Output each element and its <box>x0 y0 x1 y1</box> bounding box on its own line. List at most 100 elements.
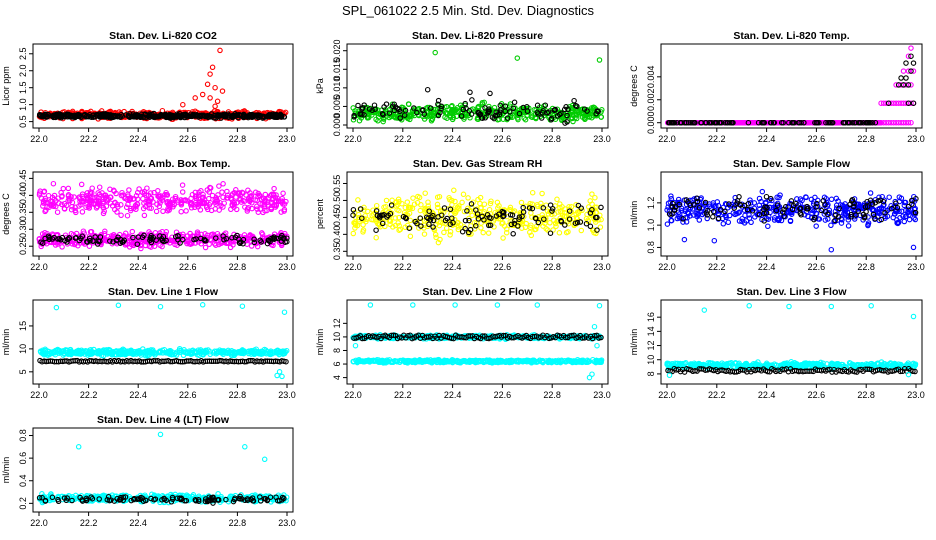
data-point <box>176 113 183 119</box>
data-point <box>421 222 427 229</box>
data-point <box>891 211 898 217</box>
data-point <box>912 209 919 216</box>
data-point <box>232 112 238 119</box>
data-point <box>449 197 455 204</box>
data-point <box>557 201 563 207</box>
data-points <box>37 302 290 380</box>
data-point <box>117 236 124 243</box>
y-axis-label: degrees C <box>629 65 639 107</box>
data-point <box>684 209 691 216</box>
data-point <box>426 221 432 228</box>
data-point <box>680 216 686 222</box>
data-point <box>561 106 568 113</box>
data-point <box>193 195 200 202</box>
data-point <box>578 227 585 234</box>
data-point <box>258 239 264 245</box>
data-point <box>547 202 554 208</box>
data-point <box>906 216 913 223</box>
data-point <box>134 241 141 247</box>
data-point <box>193 236 199 242</box>
data-point <box>771 215 778 221</box>
y-tick-label: 0.015 <box>332 58 342 81</box>
data-point <box>447 232 453 238</box>
data-point <box>875 206 881 213</box>
data-point <box>268 206 275 213</box>
data-point <box>494 112 500 118</box>
data-point <box>820 198 827 204</box>
data-point <box>540 223 546 229</box>
data-point <box>845 223 852 229</box>
data-point <box>739 119 745 126</box>
data-point <box>451 187 457 194</box>
x-tick-label: 22.2 <box>708 262 726 272</box>
data-point <box>219 189 225 195</box>
data-point <box>79 191 86 197</box>
y-tick-label: 0.000 <box>332 114 342 137</box>
data-point <box>893 82 899 88</box>
data-point <box>704 215 710 222</box>
data-point <box>104 198 111 204</box>
data-point <box>516 214 523 220</box>
y-tick-label: 0.020 <box>332 39 342 62</box>
data-point <box>257 113 263 119</box>
data-point <box>212 103 218 110</box>
data-point <box>596 57 603 63</box>
data-point <box>910 60 917 66</box>
data-point <box>432 231 439 238</box>
data-point <box>125 201 131 208</box>
data-point <box>520 209 527 215</box>
data-point <box>774 202 781 208</box>
data-point <box>670 200 676 207</box>
data-point <box>192 193 199 199</box>
y-tick-label: 2.0 <box>18 64 28 77</box>
data-point <box>383 197 390 204</box>
data-point <box>79 193 86 200</box>
y-tick-label: 15 <box>18 321 28 331</box>
data-point <box>876 194 882 201</box>
data-point <box>477 111 484 118</box>
data-point <box>386 110 393 116</box>
data-point <box>233 194 239 200</box>
data-point <box>836 205 842 212</box>
data-point <box>900 68 907 74</box>
data-point <box>902 199 909 206</box>
data-point <box>102 349 109 356</box>
data-point <box>908 68 914 74</box>
data-point <box>60 185 67 192</box>
x-tick-label: 22.4 <box>129 390 147 400</box>
data-point <box>167 204 173 211</box>
data-point <box>579 106 585 113</box>
data-point <box>232 351 239 357</box>
data-point <box>748 219 754 226</box>
data-point <box>864 203 871 210</box>
data-point <box>551 217 557 223</box>
data-point <box>200 194 206 201</box>
data-point <box>882 213 888 220</box>
data-point <box>394 206 400 213</box>
data-point <box>151 189 157 196</box>
data-point <box>523 220 529 227</box>
data-point <box>486 108 492 114</box>
x-tick-label: 22.4 <box>758 134 776 144</box>
data-point <box>417 207 424 214</box>
data-point <box>274 372 280 379</box>
y-tick-label: 0.40 <box>18 187 28 205</box>
data-point <box>469 97 475 103</box>
y-tick-label: 0.45 <box>332 209 342 227</box>
y-axis-label: Licor ppm <box>1 66 11 106</box>
data-point <box>90 238 96 244</box>
data-point <box>73 235 79 241</box>
data-point <box>893 100 899 106</box>
data-point <box>781 206 787 213</box>
data-point <box>219 88 226 94</box>
data-point <box>720 221 727 227</box>
data-point <box>214 98 221 105</box>
data-point <box>487 222 494 229</box>
data-point <box>418 202 424 208</box>
data-point <box>218 240 224 247</box>
data-point <box>360 222 366 228</box>
data-point <box>160 233 167 240</box>
data-point <box>86 243 93 249</box>
data-point <box>124 212 131 219</box>
